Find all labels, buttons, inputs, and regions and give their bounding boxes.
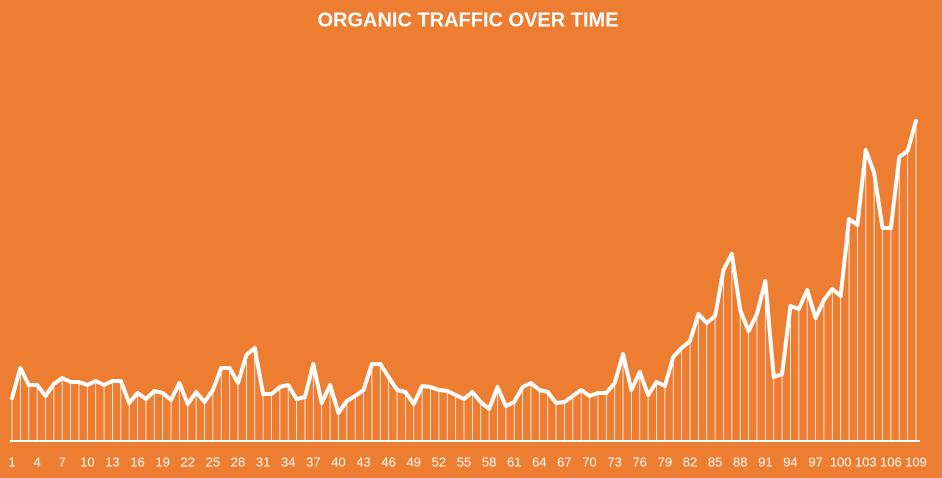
x-tick-label: 70 — [582, 454, 596, 469]
x-tick-label: 58 — [482, 454, 496, 469]
chart-title: ORGANIC TRAFFIC OVER TIME — [317, 9, 618, 31]
x-tick-label: 16 — [130, 454, 144, 469]
x-tick-label: 91 — [758, 454, 772, 469]
x-tick-label: 76 — [633, 454, 647, 469]
x-tick-label: 10 — [80, 454, 94, 469]
x-tick-label: 19 — [155, 454, 169, 469]
x-tick-label: 82 — [683, 454, 697, 469]
x-tick-label: 7 — [59, 454, 66, 469]
series-line — [10, 119, 918, 415]
x-tick-label: 40 — [331, 454, 345, 469]
x-tick-label: 64 — [532, 454, 546, 469]
x-tick-label: 73 — [607, 454, 621, 469]
x-tick-label: 85 — [708, 454, 722, 469]
x-tick-label: 52 — [432, 454, 446, 469]
x-tick-label: 55 — [457, 454, 471, 469]
x-tick-label: 13 — [105, 454, 119, 469]
x-tick-label: 28 — [231, 454, 245, 469]
x-tick-label: 37 — [306, 454, 320, 469]
x-tick-label: 22 — [181, 454, 195, 469]
x-tick-label: 97 — [808, 454, 822, 469]
x-tick-label: 1 — [8, 454, 15, 469]
x-tick-label: 25 — [206, 454, 220, 469]
x-tick-label: 79 — [658, 454, 672, 469]
x-tick-label: 61 — [507, 454, 521, 469]
x-tick-label: 88 — [733, 454, 747, 469]
x-tick-label: 94 — [783, 454, 797, 469]
x-tick-label: 49 — [407, 454, 421, 469]
x-tick-label: 34 — [281, 454, 295, 469]
x-tick-label: 43 — [356, 454, 370, 469]
x-tick-label: 46 — [381, 454, 395, 469]
x-tick-label: 106 — [880, 454, 902, 469]
x-tick-label: 100 — [830, 454, 852, 469]
x-tick-label: 103 — [855, 454, 877, 469]
x-tick-label: 67 — [557, 454, 571, 469]
x-tick-label: 4 — [33, 454, 40, 469]
x-tick-label: 109 — [905, 454, 927, 469]
x-tick-label: 31 — [256, 454, 270, 469]
